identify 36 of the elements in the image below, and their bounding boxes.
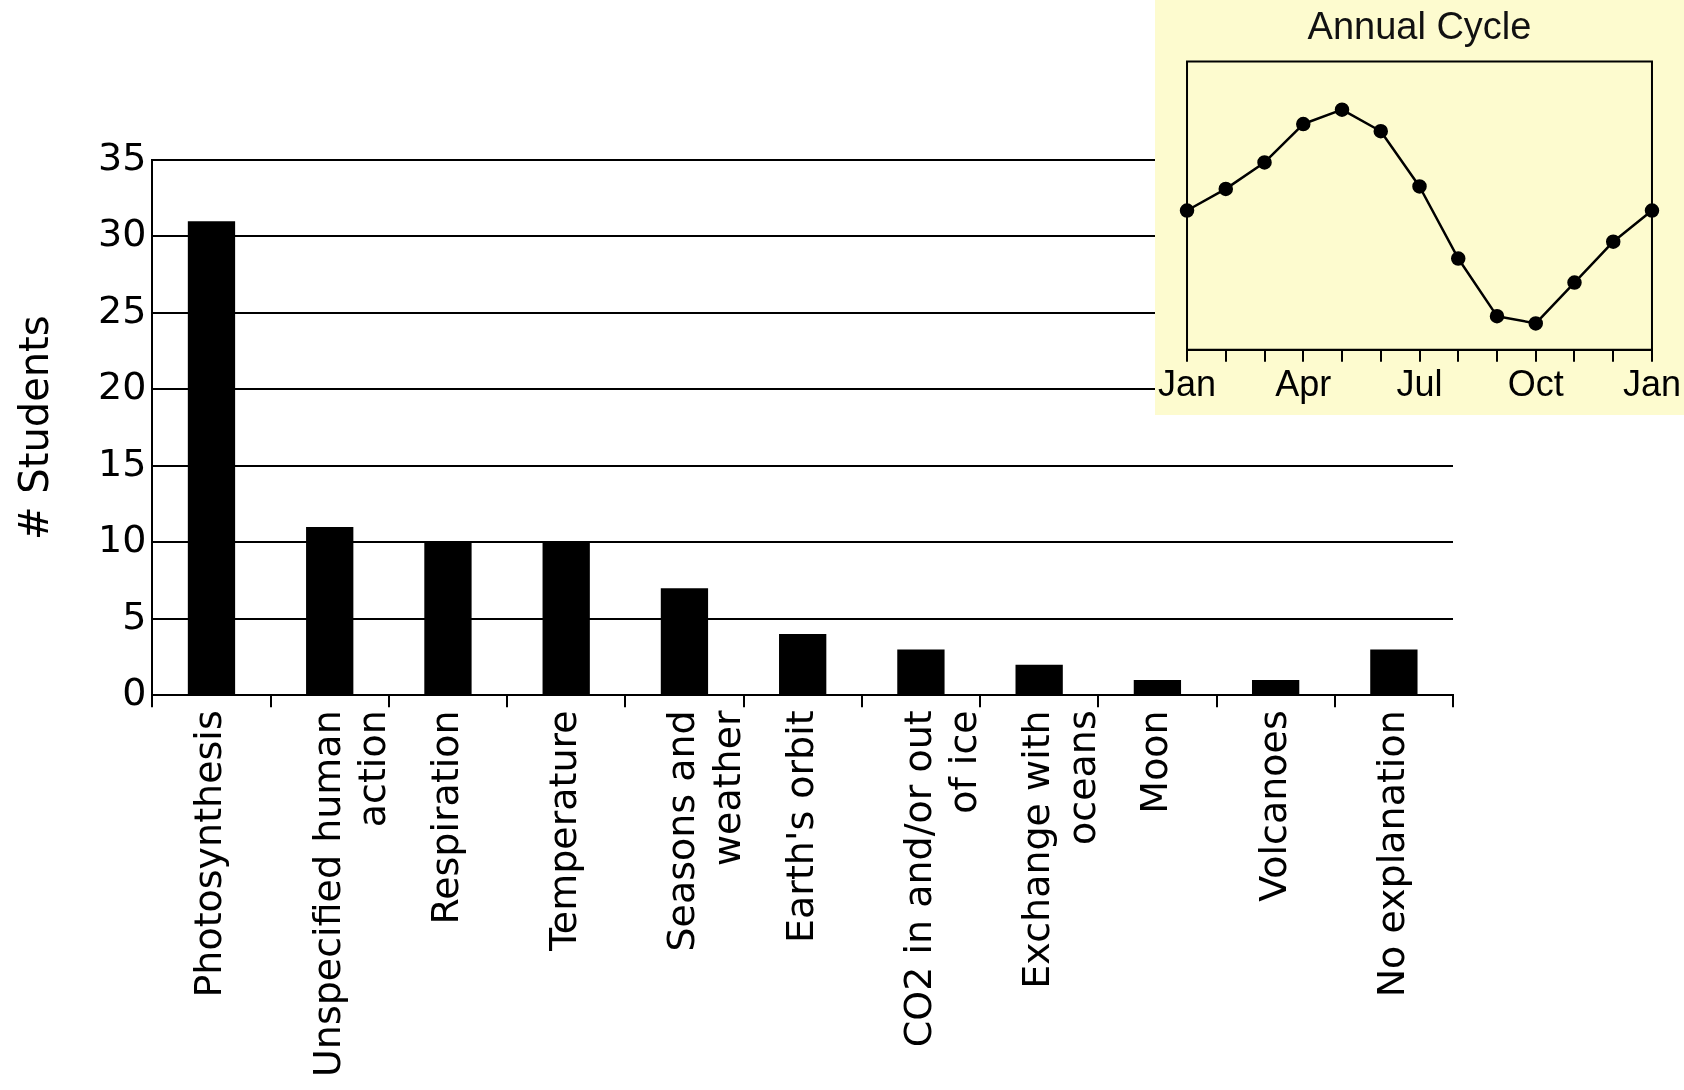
x-tick-label: Volcanoes (1250, 710, 1295, 902)
y-tick-label: 25 (97, 287, 147, 332)
x-tick-label: No explanation (1368, 710, 1413, 998)
point (1451, 251, 1466, 266)
point (1218, 181, 1234, 197)
x-tick-label: Moon (1132, 710, 1177, 814)
y-tick-label: 10 (97, 517, 147, 562)
y-tick-label: 35 (97, 134, 147, 179)
x-tick-label: Jan (1622, 363, 1681, 405)
x-tick-label: Oct (1507, 363, 1564, 405)
x-tick-label: Photosynthesis (186, 710, 231, 998)
point (1334, 102, 1350, 117)
x-tick-label: Earth's orbit (777, 710, 822, 943)
x-tick-label: CO2 in and/or out of ice (895, 710, 986, 1048)
point (1412, 179, 1427, 194)
x-tick-label: Jan (1158, 363, 1217, 405)
y-tick-label: 30 (97, 211, 147, 256)
x-tick-label: Temperature (541, 710, 586, 952)
x-tick-label: Unspecified human action (304, 710, 395, 1077)
y-axis-title: # Students (11, 315, 58, 540)
point (1528, 316, 1543, 331)
point (1296, 116, 1311, 132)
x-tick-label: Jul (1396, 363, 1443, 405)
y-tick-label: 0 (122, 670, 147, 715)
y-tick-label: 15 (97, 440, 147, 485)
point (1257, 155, 1272, 170)
point (1373, 124, 1388, 139)
y-tick-label: 20 (97, 364, 147, 409)
x-tick-label: Apr (1275, 363, 1332, 405)
point (1567, 275, 1582, 290)
point (1489, 308, 1505, 324)
point (1605, 234, 1621, 249)
x-tick-label: Seasons and weather (659, 709, 749, 952)
x-tick-label: Respiration (422, 710, 467, 925)
y-tick-label: 5 (122, 593, 147, 638)
chart-title: Annual Cycle (1307, 5, 1532, 48)
